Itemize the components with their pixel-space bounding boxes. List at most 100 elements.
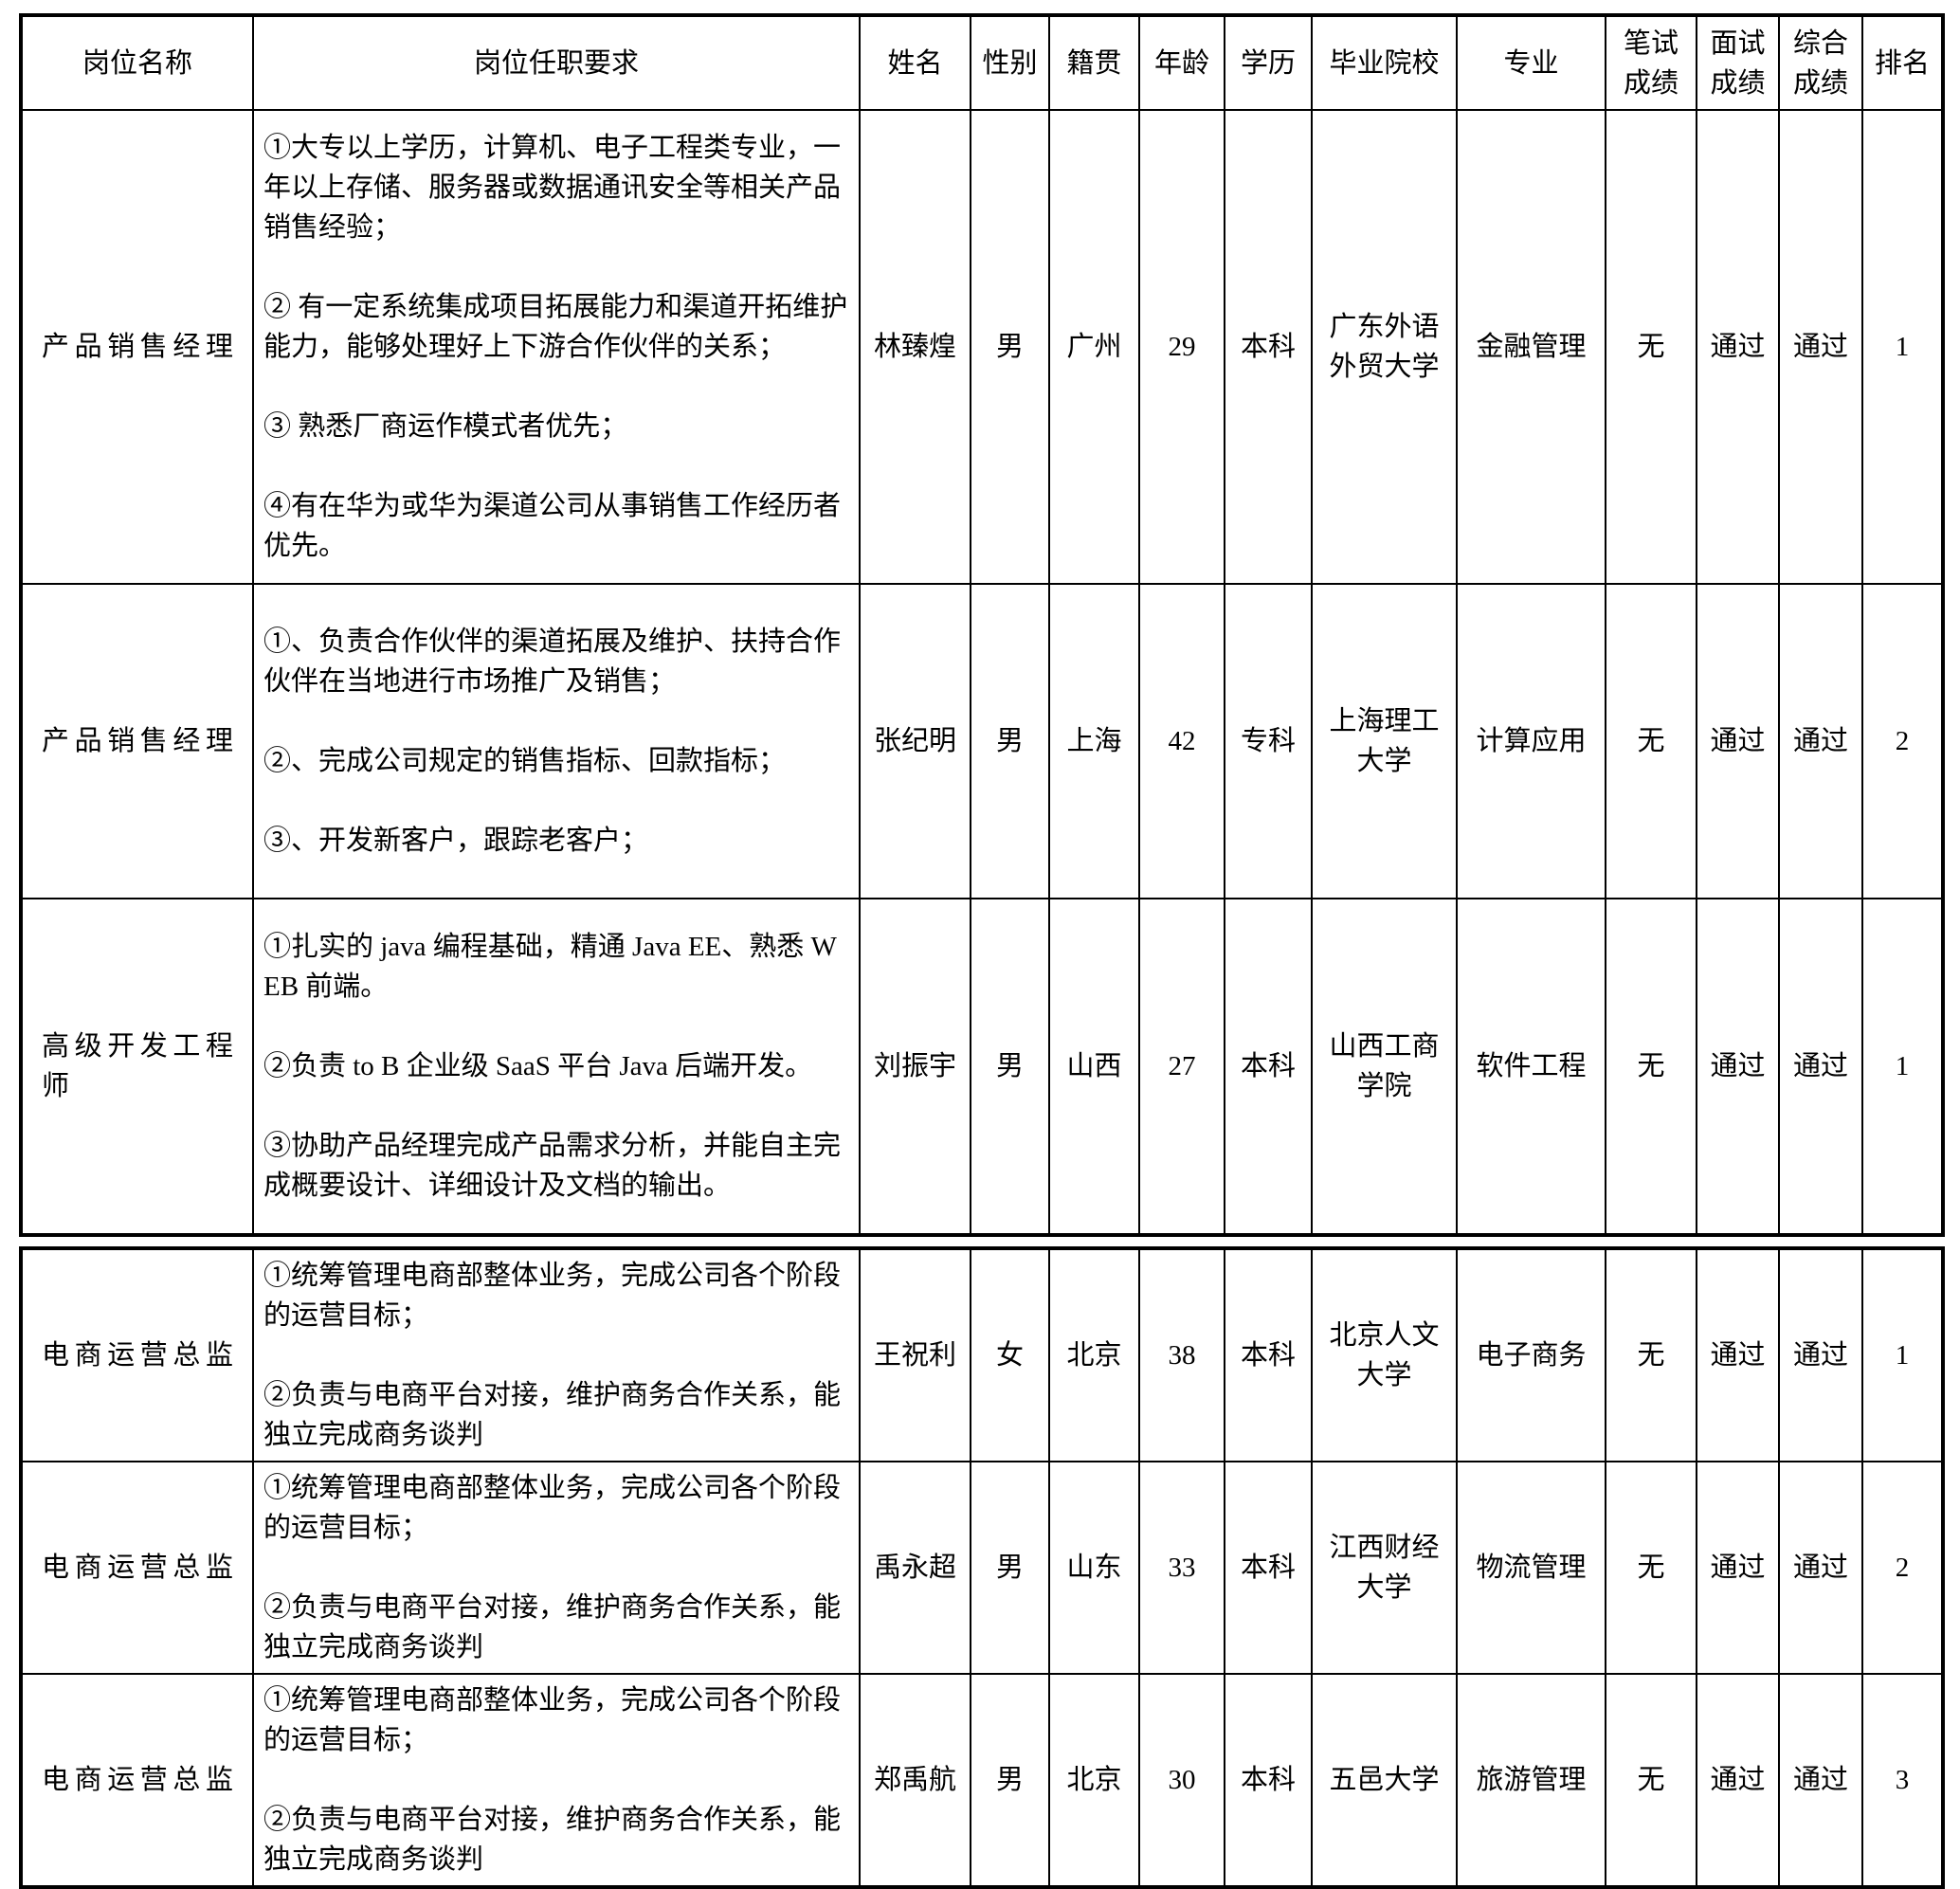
native-place-cell: 北京 [1048,1247,1140,1462]
col-header-name: 姓名 [859,14,971,111]
major-cell: 计算应用 [1456,583,1606,899]
gender-cell: 男 [970,1461,1050,1675]
position-label: 电商运营总监 [42,1553,233,1583]
requirement-paragraph: ③、开发新客户，跟踪老客户； [263,826,649,856]
table-row: 高级开发工程师 ①扎实的 java 编程基础，精通 Java EE、熟悉 WEB … [20,898,1944,1236]
rank-cell: 1 [1861,898,1944,1236]
education-cell: 本科 [1224,109,1313,585]
recruitment-table-bottom: 电商运营总监 ①统筹管理电商部整体业务，完成公司各个阶段的运营目标； ②负责与电商平… [19,1246,1945,1889]
major-cell: 物流管理 [1456,1461,1606,1675]
requirement-paragraph: ②负责与电商平台对接，维护商务合作关系，能独立完成商务谈判 [263,1592,842,1662]
col-header-position: 岗位名称 [20,14,254,111]
requirements-cell: ①大专以上学历，计算机、电子工程类专业，一年以上存储、服务器或数据通讯安全等相关… [252,109,861,585]
position-label: 电商运营总监 [42,1340,233,1371]
table-row: 电商运营总监 ①统筹管理电商部整体业务，完成公司各个阶段的运营目标； ②负责与电商平… [20,1247,1944,1462]
col-header-rank: 排名 [1861,14,1944,111]
requirement-paragraph: ②负责 to B 企业级 SaaS 平台 Java 后端开发。 [263,1051,813,1081]
interview-score-cell: 通过 [1696,1247,1780,1462]
education-cell: 本科 [1224,1673,1313,1888]
col-header-gender: 性别 [970,14,1050,111]
overall-score-cell: 通过 [1778,109,1863,585]
table-header: 岗位名称 岗位任职要求 姓名 性别 籍贯 年龄 学历 毕业院校 专业 笔试成绩 面试成绩 综合成绩 排名 [20,14,1944,111]
requirements-cell: ①扎实的 java 编程基础，精通 Java EE、熟悉 WEB 前端。 ②负责 … [252,898,861,1236]
name-cell: 刘振宇 [859,898,971,1236]
interview-score-cell: 通过 [1696,583,1780,899]
requirement-paragraph: ①大专以上学历，计算机、电子工程类专业，一年以上存储、服务器或数据通讯安全等相关… [263,133,842,243]
requirement-paragraph: ② 有一定系统集成项目拓展能力和渠道开拓维护能力，能够处理好上下游合作伙伴的关系… [263,292,848,362]
native-place-cell: 北京 [1048,1673,1140,1888]
name-cell: 王祝利 [859,1247,971,1462]
interview-score-cell: 通过 [1696,109,1780,585]
major-cell: 电子商务 [1456,1247,1606,1462]
rank-cell: 1 [1861,109,1944,585]
education-cell: 本科 [1224,898,1313,1236]
table-body: 产品销售经理 ①大专以上学历，计算机、电子工程类专业，一年以上存储、服务器或数据通… [20,109,1944,1236]
education-cell: 本科 [1224,1247,1313,1462]
requirement-paragraph: ③协助产品经理完成产品需求分析，并能自主完成概要设计、详细设计及文档的输出。 [263,1131,842,1201]
gender-cell: 女 [970,1247,1050,1462]
rank-cell: 1 [1861,1247,1944,1462]
school-cell: 北京人文大学 [1311,1247,1458,1462]
overall-score-cell: 通过 [1778,1461,1863,1675]
major-cell: 旅游管理 [1456,1673,1606,1888]
table-body: 电商运营总监 ①统筹管理电商部整体业务，完成公司各个阶段的运营目标； ②负责与电商平… [20,1247,1944,1888]
major-cell: 金融管理 [1456,109,1606,585]
table-row: 电商运营总监 ①统筹管理电商部整体业务，完成公司各个阶段的运营目标； ②负责与电商平… [20,1673,1944,1888]
requirements-cell: ①统筹管理电商部整体业务，完成公司各个阶段的运营目标； ②负责与电商平台对接，维护… [252,1247,861,1462]
header-row: 岗位名称 岗位任职要求 姓名 性别 籍贯 年龄 学历 毕业院校 专业 笔试成绩 面试成绩 综合成绩 排名 [20,14,1944,111]
native-place-cell: 广州 [1048,109,1140,585]
overall-score-cell: 通过 [1778,1247,1863,1462]
table-row: 产品销售经理 ①、负责合作伙伴的渠道拓展及维护、扶持合作伙伴在当地进行市场推广及销… [20,583,1944,899]
interview-score-cell: 通过 [1696,898,1780,1236]
school-cell: 广东外语外贸大学 [1311,109,1458,585]
age-cell: 29 [1138,109,1225,585]
position-label: 电商运营总监 [42,1765,233,1795]
gender-cell: 男 [970,898,1050,1236]
interview-score-cell: 通过 [1696,1461,1780,1675]
col-header-major: 专业 [1456,14,1606,111]
education-cell: 专科 [1224,583,1313,899]
written-score-cell: 无 [1605,1247,1697,1462]
position-cell: 产品销售经理 [20,583,254,899]
rank-cell: 2 [1861,1461,1944,1675]
name-cell: 张纪明 [859,583,971,899]
position-label: 产品销售经理 [42,726,233,756]
table-row: 电商运营总监 ①统筹管理电商部整体业务，完成公司各个阶段的运营目标； ②负责与电商平… [20,1461,1944,1675]
requirement-paragraph: ①统筹管理电商部整体业务，完成公司各个阶段的运营目标； [263,1261,842,1331]
written-score-cell: 无 [1605,583,1697,899]
requirement-paragraph: ①统筹管理电商部整体业务，完成公司各个阶段的运营目标； [263,1473,842,1543]
requirement-paragraph: ②负责与电商平台对接，维护商务合作关系，能独立完成商务谈判 [263,1380,842,1450]
col-header-native-place: 籍贯 [1048,14,1140,111]
age-cell: 27 [1138,898,1225,1236]
col-header-requirements: 岗位任职要求 [252,14,861,111]
requirement-paragraph: ②负责与电商平台对接，维护商务合作关系，能独立完成商务谈判 [263,1805,842,1875]
written-score-cell: 无 [1605,1461,1697,1675]
overall-score-cell: 通过 [1778,1673,1863,1888]
native-place-cell: 山西 [1048,898,1140,1236]
position-cell: 产品销售经理 [20,109,254,585]
education-cell: 本科 [1224,1461,1313,1675]
written-score-cell: 无 [1605,898,1697,1236]
col-header-interview-score: 面试成绩 [1696,14,1780,111]
requirements-cell: ①、负责合作伙伴的渠道拓展及维护、扶持合作伙伴在当地进行市场推广及销售； ②、完成… [252,583,861,899]
overall-score-cell: 通过 [1778,583,1863,899]
gender-cell: 男 [970,1673,1050,1888]
col-header-school: 毕业院校 [1311,14,1458,111]
age-cell: 30 [1138,1673,1225,1888]
col-header-age: 年龄 [1138,14,1225,111]
col-header-education: 学历 [1224,14,1313,111]
native-place-cell: 上海 [1048,583,1140,899]
overall-score-cell: 通过 [1778,898,1863,1236]
position-cell: 电商运营总监 [20,1673,254,1888]
position-label: 高级开发工程师 [42,1031,233,1101]
col-header-overall-score: 综合成绩 [1778,14,1863,111]
written-score-cell: 无 [1605,1673,1697,1888]
school-cell: 山西工商学院 [1311,898,1458,1236]
requirement-paragraph: ①、负责合作伙伴的渠道拓展及维护、扶持合作伙伴在当地进行市场推广及销售； [263,627,842,697]
age-cell: 33 [1138,1461,1225,1675]
gender-cell: 男 [970,109,1050,585]
position-cell: 电商运营总监 [20,1461,254,1675]
age-cell: 38 [1138,1247,1225,1462]
table-row: 产品销售经理 ①大专以上学历，计算机、电子工程类专业，一年以上存储、服务器或数据通… [20,109,1944,585]
